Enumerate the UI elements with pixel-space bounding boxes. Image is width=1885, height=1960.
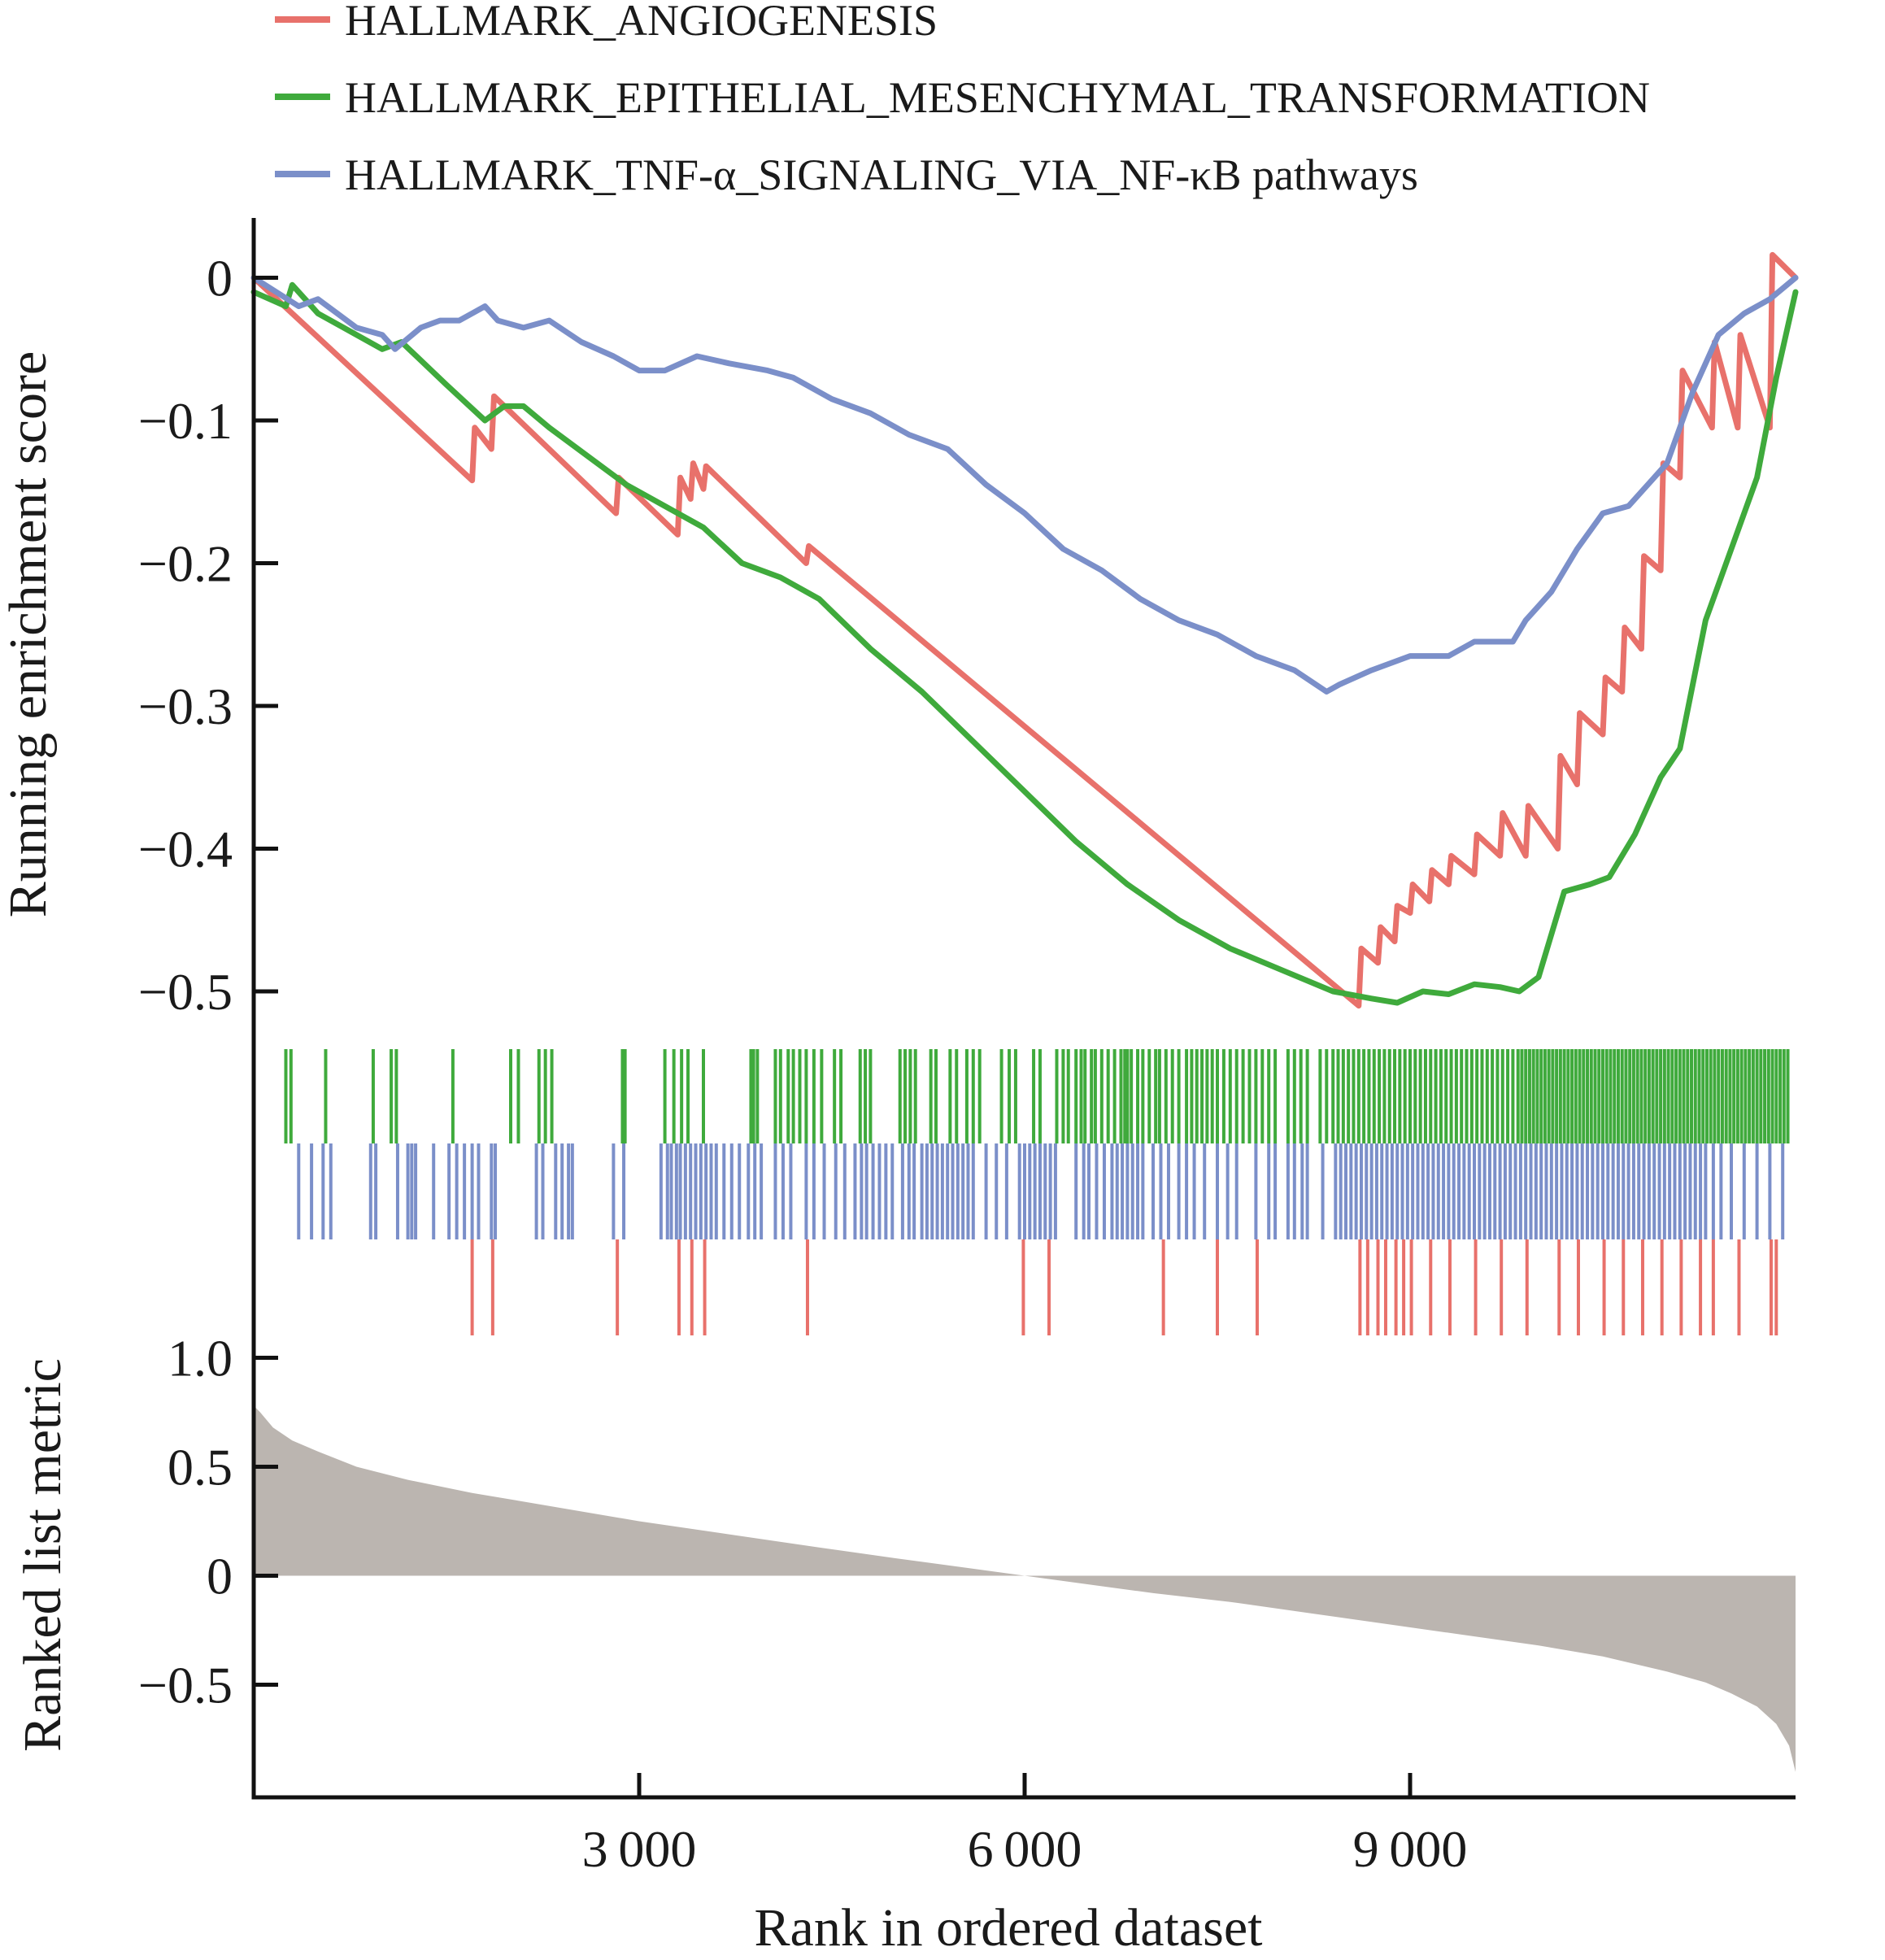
es-y-tick-label: −0.1 <box>138 392 233 450</box>
ranked-metric-panel <box>254 1405 1796 1772</box>
legend-label-hallmark-angiogenesis: HALLMARK_ANGIOGENESIS <box>345 0 938 45</box>
metric-y-tick-label: 0 <box>207 1548 233 1605</box>
x-axis-title: Rank in ordered dataset <box>755 1898 1263 1958</box>
barcode-row-hallmark-tnf-signaling-via-nf-b-pathways <box>297 1143 1785 1239</box>
x-tick-label: 6 000 <box>968 1820 1082 1878</box>
metric-y-tick-label: 0.5 <box>168 1439 233 1496</box>
x-tick-label: 3 000 <box>582 1820 697 1878</box>
es-y-tick-label: −0.4 <box>138 821 233 878</box>
legend-label-hallmark-epithelial-mesenchymal-transformation: HALLMARK_EPITHELIAL_MESENCHYMAL_TRANSFOR… <box>345 73 1650 122</box>
es-y-axis-title: Running enrichment score <box>0 351 58 917</box>
barcode-row-hallmark-angiogenesis <box>470 1239 1778 1335</box>
legend: HALLMARK_ANGIOGENESIS HALLMARK_EPITHELIAL… <box>275 0 1650 199</box>
x-tick-label: 9 000 <box>1353 1820 1468 1878</box>
ranked-metric-area <box>254 1405 1796 1772</box>
gene-hit-barcode-panel <box>284 1049 1790 1335</box>
metric-y-tick-label: 1.0 <box>168 1330 233 1387</box>
es-line-hallmark-tnf-signaling-via-nf-b-pathways <box>250 275 1799 695</box>
es-y-tick-label: −0.3 <box>138 677 233 735</box>
es-y-tick-label: −0.5 <box>138 963 233 1021</box>
barcode-row-hallmark-epithelial-mesenchymal-transformation <box>284 1049 1790 1143</box>
es-line-hallmark-epithelial-mesenchymal-transformation <box>250 281 1799 1006</box>
es-y-tick-label: −0.2 <box>138 535 233 593</box>
es-y-tick-label: 0 <box>207 250 233 307</box>
legend-label-hallmark-tnf-signaling-via-nf-b-pathways: HALLMARK_TNF-α_SIGNALING_VIA_NF-κB pathw… <box>345 150 1418 199</box>
running-es-panel <box>250 251 1799 1009</box>
metric-y-tick-label: −0.5 <box>138 1657 233 1714</box>
metric-y-axis-title: Ranked list metric <box>13 1358 72 1752</box>
axes: 0 −0.1 −0.2 −0.3 −0.4 −0.5 1.0 0.5 0 −0.5 3 000 6 0… <box>0 218 1796 1958</box>
